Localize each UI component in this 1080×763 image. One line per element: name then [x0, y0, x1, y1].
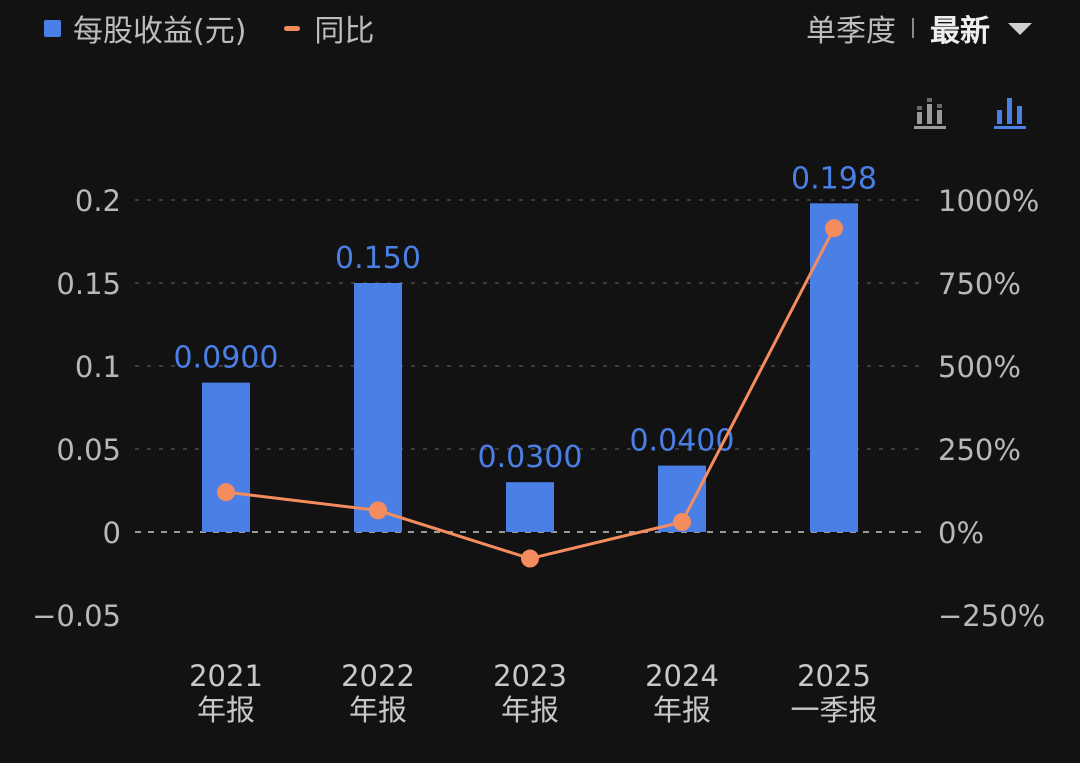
y-right-tick-label: 750% [938, 267, 1021, 301]
y-right-tick-label: 250% [938, 433, 1021, 467]
x-category-label: 2025 [797, 659, 871, 693]
period-selected-latest[interactable]: 最新 [930, 14, 990, 49]
eps-bar [354, 283, 402, 532]
y-right-tick-label: −250% [938, 599, 1045, 633]
y-left-tick-label: 0.15 [56, 267, 121, 301]
eps-bar-value-label: 0.150 [335, 241, 421, 276]
y-left-tick-label: 0.1 [75, 350, 121, 384]
y-left-tick-label: 0.2 [75, 184, 121, 218]
period-selector: 单季度 最新 [806, 6, 1032, 50]
y-right-tick-label: 0% [938, 516, 984, 550]
stacked-bar-chart-icon[interactable] [912, 96, 948, 130]
x-category-label: 一季报 [790, 693, 877, 727]
legend-item-yoy[interactable]: 同比 [284, 6, 374, 50]
y-right-tick-label: 500% [938, 350, 1021, 384]
legend-label-yoy: 同比 [314, 14, 375, 49]
legend-label-eps: 每股收益(元) [73, 14, 247, 49]
chevron-down-icon[interactable] [1008, 23, 1032, 35]
y-left-tick-label: 0 [103, 516, 121, 550]
yoy-point [673, 513, 691, 532]
legend-swatch-bar [44, 19, 61, 37]
x-category-label: 年报 [349, 693, 407, 727]
x-category-label: 2024 [645, 659, 719, 693]
period-divider [912, 18, 914, 38]
chart-legend: 每股收益(元) 同比 [44, 6, 412, 50]
y-left-tick-label: −0.05 [32, 599, 121, 633]
yoy-point [521, 549, 539, 568]
bar-chart-icon[interactable] [992, 96, 1028, 130]
yoy-point [217, 483, 235, 502]
period-option-quarterly[interactable]: 单季度 [806, 14, 896, 49]
eps-bar [202, 382, 250, 532]
x-category-label: 年报 [653, 693, 711, 727]
eps-bar [810, 203, 858, 532]
yoy-point [369, 501, 387, 520]
legend-item-eps[interactable]: 每股收益(元) [44, 6, 246, 50]
x-category-label: 2022 [341, 659, 415, 693]
x-category-label: 2023 [493, 659, 567, 693]
eps-bar-value-label: 0.0300 [478, 440, 583, 475]
eps-bar-value-label: 0.198 [791, 161, 877, 196]
y-left-tick-label: 0.05 [56, 433, 121, 467]
eps-bar-value-label: 0.0900 [174, 341, 279, 376]
yoy-point [825, 219, 843, 238]
x-category-label: 年报 [197, 693, 255, 727]
eps-bar [506, 482, 554, 532]
legend-swatch-line [284, 25, 301, 31]
y-right-tick-label: 1000% [938, 184, 1039, 218]
x-category-label: 2021 [189, 659, 263, 693]
x-category-label: 年报 [501, 693, 559, 727]
